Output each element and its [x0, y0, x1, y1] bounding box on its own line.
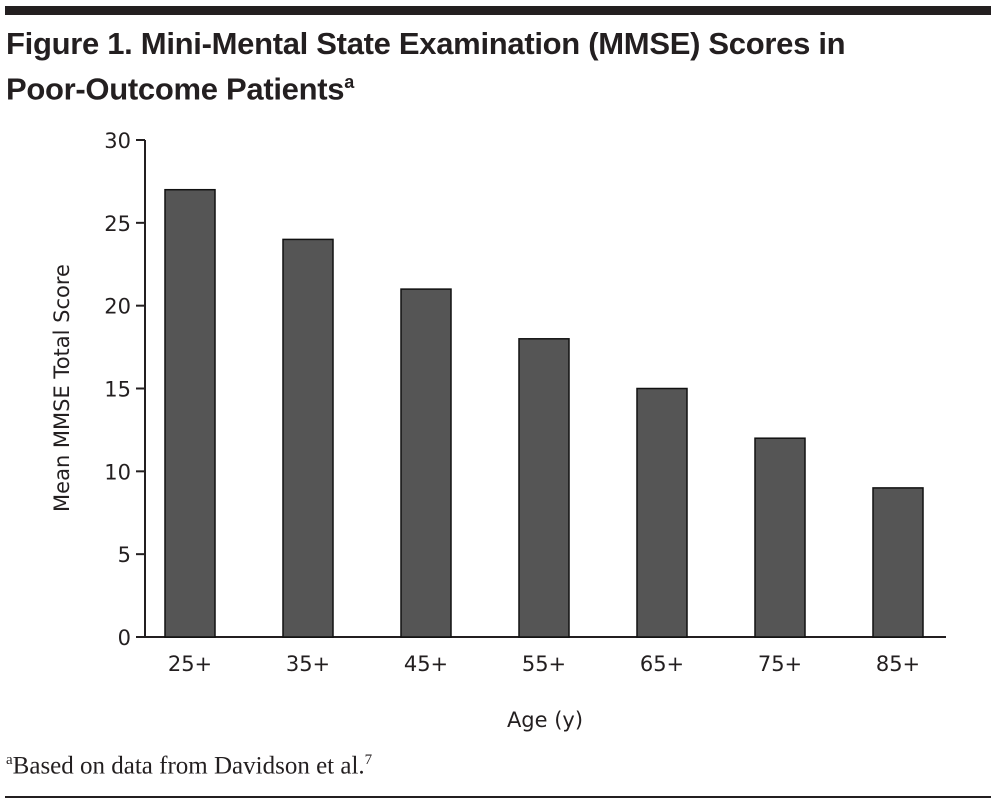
- bar-35+: [282, 238, 334, 638]
- footnote-marker: a: [6, 752, 13, 768]
- x-tick-label: 75+: [758, 652, 802, 676]
- bar-75+: [754, 437, 806, 638]
- bar-55+: [518, 338, 570, 638]
- footnote-text: Based on data from Davidson et al.: [12, 752, 365, 780]
- y-tick-label: 30: [104, 129, 131, 153]
- y-tick-label: 20: [104, 295, 131, 319]
- top-rule: [5, 6, 991, 15]
- title-line-2: Poor-Outcome Patientsa: [6, 63, 845, 108]
- figure-title: Figure 1. Mini-Mental State Examination …: [6, 24, 846, 108]
- bar-45+: [400, 288, 452, 638]
- x-tick-label: 35+: [286, 652, 330, 676]
- bottom-rule: [5, 796, 991, 798]
- title-text: Poor-Outcome Patients: [6, 71, 345, 107]
- y-tick-label: 5: [118, 543, 131, 567]
- y-axis: 0 5 10 15 20 25 30: [104, 129, 146, 650]
- y-tick-label: 25: [104, 212, 131, 236]
- x-tick-label: 25+: [168, 652, 212, 676]
- bar-85+: [872, 487, 924, 638]
- bar-65+: [636, 387, 688, 638]
- x-axis: 25+ 35+ 45+ 55+ 65+ 75+ 85+: [144, 636, 946, 676]
- x-axis-label: Age (y): [507, 708, 583, 732]
- title-superscript: a: [344, 72, 354, 92]
- x-tick-label: 45+: [404, 652, 448, 676]
- x-tick-label: 65+: [640, 652, 684, 676]
- footnote: aBased on data from Davidson et al.7: [6, 752, 372, 780]
- y-tick-label: 0: [118, 626, 131, 650]
- bars: [164, 188, 924, 638]
- bar-25+: [164, 188, 216, 638]
- y-axis-label: Mean MMSE Total Score: [50, 264, 74, 512]
- y-tick-label: 10: [104, 460, 131, 484]
- x-tick-label: 55+: [522, 652, 566, 676]
- footnote-reference: 7: [364, 752, 373, 768]
- title-line-1: Figure 1. Mini-Mental State Examination …: [6, 26, 846, 61]
- y-tick-label: 15: [104, 378, 131, 402]
- x-tick-label: 85+: [876, 652, 920, 676]
